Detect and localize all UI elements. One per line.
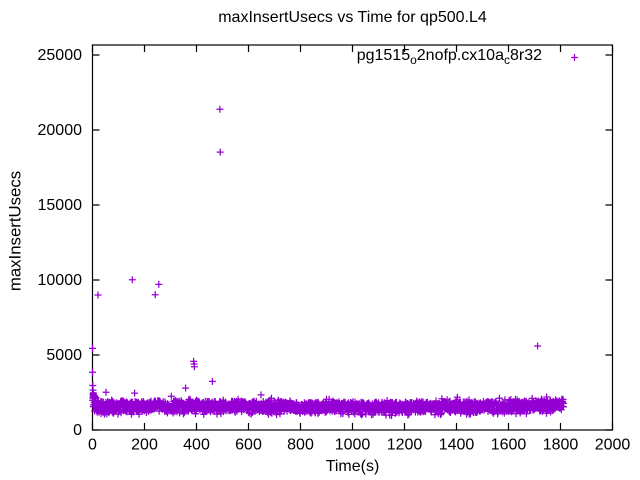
svg-text:10000: 10000 [38,272,83,289]
svg-text:1600: 1600 [491,437,527,454]
svg-text:200: 200 [131,437,158,454]
svg-text:25000: 25000 [38,47,83,64]
svg-text:15000: 15000 [38,197,83,214]
svg-text:800: 800 [287,437,314,454]
svg-text:maxInsertUsecs vs Time for qp5: maxInsertUsecs vs Time for qp500.L4 [218,9,487,26]
svg-text:1800: 1800 [543,437,579,454]
svg-text:0: 0 [88,437,97,454]
svg-text:20000: 20000 [38,122,83,139]
svg-text:maxInsertUsecs: maxInsertUsecs [6,171,25,291]
svg-text:0: 0 [73,422,82,439]
svg-text:600: 600 [235,437,262,454]
svg-text:1400: 1400 [439,437,475,454]
svg-text:1200: 1200 [387,437,423,454]
svg-text:pg1515o2nofp.cx10ac8r32: pg1515o2nofp.cx10ac8r32 [357,47,542,67]
svg-text:Time(s): Time(s) [326,458,380,475]
svg-text:2000: 2000 [595,437,631,454]
svg-text:400: 400 [183,437,210,454]
svg-text:1000: 1000 [335,437,371,454]
svg-text:5000: 5000 [46,347,82,364]
